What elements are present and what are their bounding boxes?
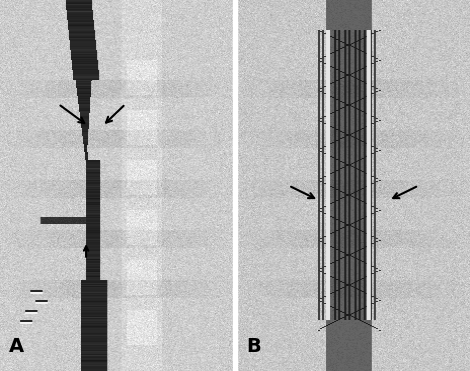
- Text: B: B: [247, 337, 261, 356]
- Text: A: A: [9, 337, 24, 356]
